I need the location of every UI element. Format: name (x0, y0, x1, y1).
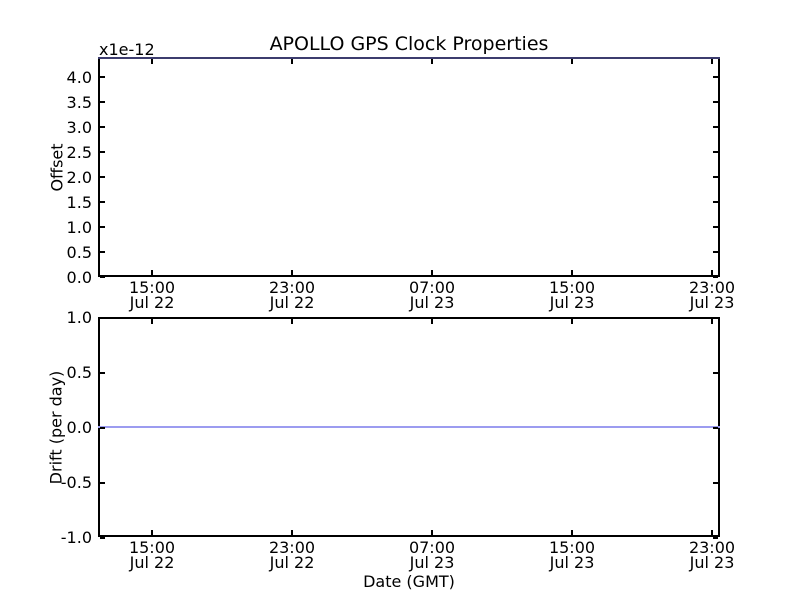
ytick-label: 4.0 (66, 68, 92, 87)
figure-title: APOLLO GPS Clock Properties (269, 33, 549, 55)
ytick-label: 1.5 (66, 193, 92, 212)
ytick-label: 0.5 (66, 363, 92, 382)
xtick-label: 23:00 Jul 22 (268, 538, 316, 572)
xtick-label: 15:00 Jul 22 (128, 278, 176, 312)
offset-series-line (98, 57, 720, 59)
ytick-label: 3.0 (66, 118, 92, 137)
ytick-label: -0.5 (60, 473, 92, 492)
xtick-label: 15:00 Jul 23 (548, 538, 596, 572)
x-tick-marks-top (151, 319, 715, 324)
xtick-label: 15:00 Jul 23 (548, 278, 596, 312)
drift-plot-area (98, 317, 720, 542)
xtick-label: 23:00 Jul 22 (268, 278, 316, 312)
xtick-label: 15:00 Jul 22 (128, 538, 176, 572)
xtick-label: 07:00 Jul 23 (408, 278, 456, 312)
ytick-label: -1.0 (60, 528, 92, 547)
xtick-label: 07:00 Jul 23 (408, 538, 456, 572)
offset-plot-area (98, 57, 720, 280)
ytick-label: 1.0 (66, 308, 92, 327)
ytick-label: 0.0 (66, 268, 92, 287)
xtick-label: 23:00 Jul 23 (688, 538, 736, 572)
x-axis-label: Date (GMT) (363, 572, 455, 591)
ytick-label: 2.0 (66, 168, 92, 187)
drift-y-axis-label: Drift (per day) (46, 370, 66, 485)
ytick-label: 2.5 (66, 143, 92, 162)
xtick-label: 23:00 Jul 23 (688, 278, 736, 312)
ytick-label: 0.5 (66, 243, 92, 262)
ytick-label: 3.5 (66, 93, 92, 112)
ytick-label: 1.0 (66, 218, 92, 237)
offset-scale-label: x1e-12 (99, 40, 155, 59)
x-tick-marks-top (151, 59, 715, 64)
y-tick-marks-right (713, 372, 718, 542)
ytick-label: 0.0 (66, 418, 92, 437)
x-tick-marks-bottom (151, 530, 715, 535)
y-tick-marks-left (100, 372, 105, 542)
offset-y-axis-label: Offset (47, 143, 67, 192)
drift-series-line (98, 426, 720, 428)
y-tick-marks-right (713, 76, 718, 280)
x-tick-marks-bottom (151, 270, 715, 275)
y-tick-marks-left (100, 76, 105, 280)
